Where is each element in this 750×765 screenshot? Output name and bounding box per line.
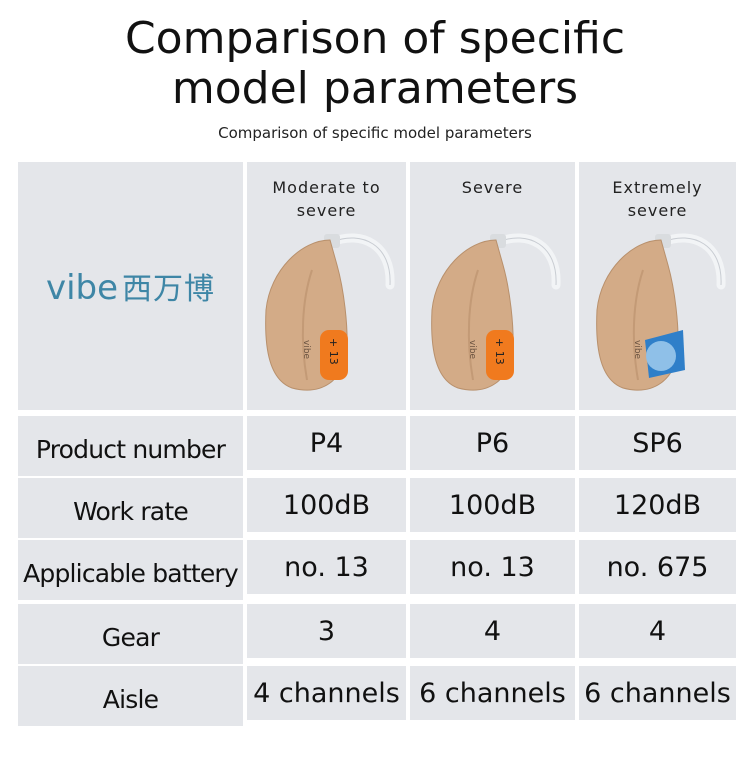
value: 4 [648,615,667,647]
model-level: Extremely severe [612,178,703,220]
value-cell: 6 channels [579,666,736,720]
value: no. 13 [450,551,535,583]
value-cell: 6 channels [410,666,575,720]
value-cell: no. 675 [579,540,736,594]
battery-mark: + 13 [493,338,506,365]
value: 3 [317,615,336,647]
label: Work rate [73,496,189,526]
value: 6 channels [419,677,566,709]
device-brand: vibe [467,340,477,360]
ear-hook [327,233,395,290]
label: Applicable battery [23,558,239,588]
value: no. 13 [284,551,369,583]
value: 120dB [613,489,702,521]
battery-door [319,330,348,380]
ear-hook-edge [331,237,391,286]
logo-cell: vibe 西万博 [18,162,243,410]
value: 6 channels [584,677,731,709]
value-cell: P6 [410,416,575,470]
value: 4 [483,615,502,647]
battery [645,341,676,371]
value: 100dB [282,489,371,521]
hearing-aid: vibe + 13 [264,233,395,391]
title: Comparison of specific model parameters [124,13,626,114]
value-cell: 4 [410,604,575,658]
label-cell: Aisle [18,666,243,726]
value-cell: SP6 [579,416,736,470]
model-cell: Severe vibe + 13 [410,162,575,410]
label: Product number [35,434,226,464]
battery-door [485,330,514,380]
hearing-aid: vibe + 13 [430,233,561,391]
value: P6 [475,427,510,459]
hearing-aid: vibe [595,233,726,391]
brand: vibe [45,268,119,308]
value-cell: no. 13 [247,540,406,594]
model-cell: Moderate to severe vibe + 13 [247,162,406,410]
value-cell: 120dB [579,478,736,532]
label: Aisle [102,684,159,714]
value: SP6 [632,427,683,459]
label-cell: Product number [18,416,243,476]
value: P4 [309,427,344,459]
value-cell: 100dB [247,478,406,532]
value: 4 channels [253,677,400,709]
body-shade [301,269,313,381]
body-shade [467,269,479,381]
brand-chinese: 西万博 [122,272,216,307]
model-level: Severe [461,178,524,197]
body-shade [632,269,644,381]
ear-hook [658,233,726,290]
value-cell: 100dB [410,478,575,532]
value-cell: 4 [579,604,736,658]
label-cell: Applicable battery [18,540,243,600]
ear-hook-edge [662,237,722,286]
model-cell: Extremely severe vibe [579,162,736,410]
subtitle: Comparison of specific model parameters [218,124,532,142]
ear-hook-edge [497,237,557,286]
value-cell: no. 13 [410,540,575,594]
value-cell: 3 [247,604,406,658]
label: Gear [101,622,160,652]
value-cell: P4 [247,416,406,470]
battery-mark: + 13 [327,338,340,365]
value-cell: 4 channels [247,666,406,720]
value: no. 675 [606,551,709,583]
ear-hook [493,233,561,290]
model-level: Moderate to severe [272,178,381,220]
value: 100dB [448,489,537,521]
logo: vibe 西万博 [46,264,215,308]
device-brand: vibe [301,340,311,360]
label-cell: Work rate [18,478,243,538]
device-brand: vibe [632,340,642,360]
label-cell: Gear [18,604,243,664]
